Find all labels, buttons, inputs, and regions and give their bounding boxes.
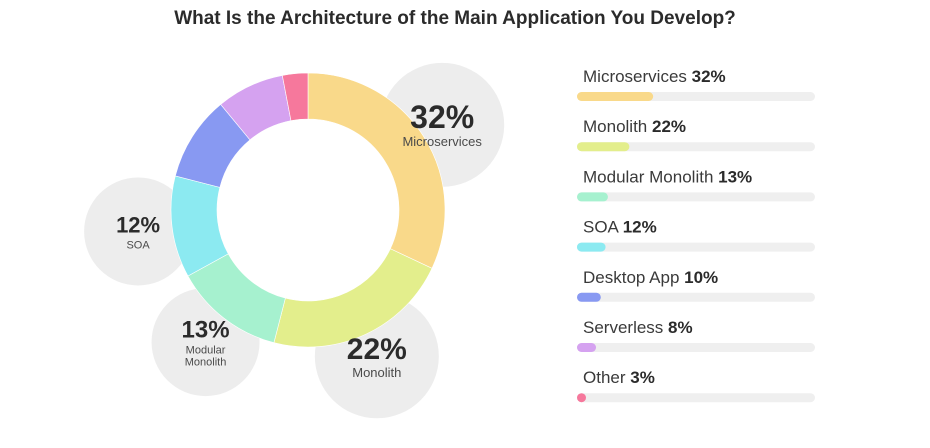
legend-label-serverless: Serverless 8%: [583, 318, 693, 337]
legend-value: 32%: [692, 67, 726, 86]
callout-value-microservices: 32%: [410, 99, 474, 135]
legend-value: 12%: [623, 218, 657, 237]
callout-name-modular-monolith-0: Modular: [186, 345, 226, 357]
legend-name: Microservices: [583, 67, 692, 86]
legend-label-desktop-app: Desktop App 10%: [583, 268, 718, 287]
legend-item-modular-monolith: Modular Monolith 13%: [577, 167, 815, 202]
legend-item-microservices: Microservices 32%: [577, 67, 815, 101]
legend-bar-fill-microservices: [577, 92, 654, 101]
legend-bar-track: [577, 393, 815, 403]
legend-name: Desktop App: [583, 268, 684, 287]
legend-value: 3%: [630, 368, 655, 387]
legend-bar-fill-monolith: [577, 142, 630, 152]
callout-name-monolith-0: Monolith: [352, 365, 401, 380]
legend-item-monolith: Monolith 22%: [577, 117, 815, 152]
legend-bar-track: [577, 343, 815, 352]
legend-bar-fill-other: [577, 393, 586, 403]
legend: Microservices 32% Monolith 22% Modular Mon…: [577, 67, 815, 403]
legend-name: SOA: [583, 218, 623, 237]
legend-bar-fill-serverless: [577, 343, 597, 352]
callout-value-monolith: 22%: [347, 333, 407, 366]
callout-name-modular-monolith-1: Monolith: [185, 357, 227, 369]
callout-value-modular-monolith: 13%: [182, 317, 230, 344]
legend-bar-fill-modular-monolith: [577, 192, 608, 202]
callout-labels: 32%Microservices22%Monolith13%ModularMon…: [116, 99, 482, 380]
donut-slice-other: [281, 72, 309, 121]
legend-item-soa: SOA 12%: [577, 218, 815, 252]
legend-value: 22%: [652, 117, 686, 136]
legend-name: Modular Monolith: [583, 167, 718, 186]
legend-value: 10%: [684, 268, 718, 287]
chart-title: What Is the Architecture of the Main App…: [174, 8, 736, 29]
legend-bar-track: [577, 242, 815, 252]
legend-name: Serverless: [583, 318, 668, 337]
legend-label-other: Other 3%: [583, 368, 655, 387]
legend-label-microservices: Microservices 32%: [583, 67, 726, 86]
donut: [170, 72, 446, 348]
legend-bar-track: [577, 142, 815, 152]
legend-value: 13%: [718, 167, 752, 186]
legend-value: 8%: [668, 318, 693, 337]
legend-bar-fill-soa: [577, 242, 606, 252]
legend-item-desktop-app: Desktop App 10%: [577, 268, 815, 302]
callout-bubble-soa: [84, 177, 193, 286]
legend-bar-track: [577, 292, 815, 302]
legend-label-monolith: Monolith 22%: [583, 117, 686, 136]
donut-hole: [217, 119, 399, 301]
callout-value-soa: 12%: [116, 213, 160, 238]
legend-label-modular-monolith: Modular Monolith 13%: [583, 167, 752, 186]
legend-name: Monolith: [583, 117, 652, 136]
legend-name: Other: [583, 368, 630, 387]
donut-slice-microservices: [307, 72, 446, 269]
callout-name-microservices-0: Microservices: [402, 134, 482, 149]
callout-name-soa-0: SOA: [126, 240, 150, 252]
legend-item-other: Other 3%: [577, 368, 815, 403]
legend-bar-track: [577, 192, 815, 202]
legend-item-serverless: Serverless 8%: [577, 318, 815, 352]
legend-label-soa: SOA 12%: [583, 218, 657, 237]
legend-bar-fill-desktop-app: [577, 292, 601, 302]
